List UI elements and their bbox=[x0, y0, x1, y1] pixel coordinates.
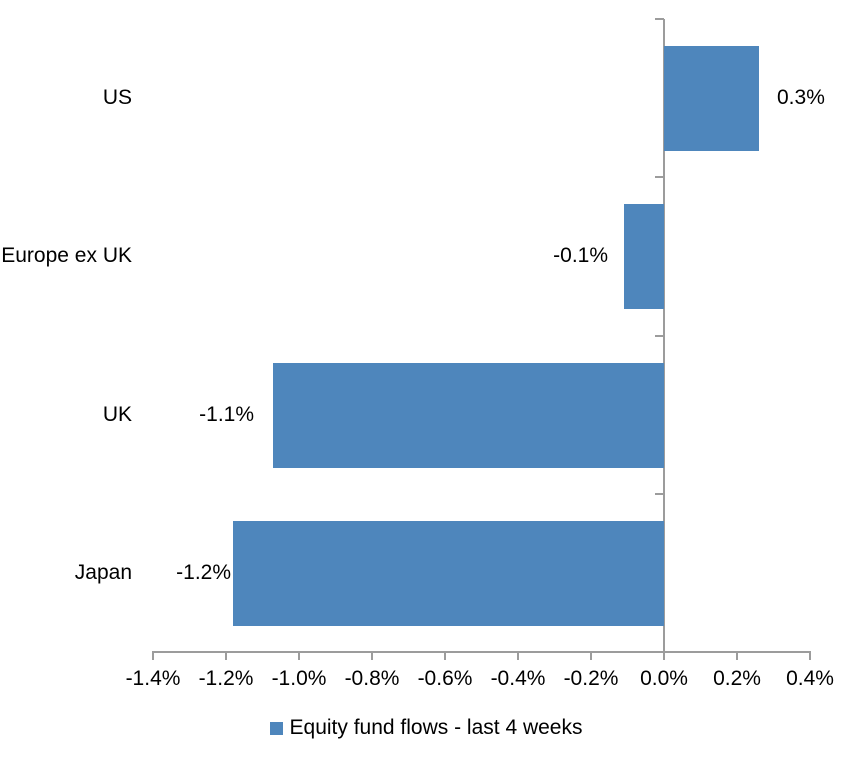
data-label-uk: -1.1% bbox=[199, 403, 254, 426]
x-axis-tick-label: -0.2% bbox=[563, 667, 619, 690]
legend-marker-icon bbox=[269, 721, 283, 735]
x-axis-tick bbox=[152, 651, 154, 660]
x-axis-tick bbox=[590, 651, 592, 660]
category-boundary-tick bbox=[655, 176, 664, 178]
category-label-japan: Japan bbox=[74, 561, 132, 584]
category-label-us: US bbox=[102, 86, 132, 109]
x-axis-tick bbox=[225, 651, 227, 660]
bar-uk bbox=[273, 363, 664, 468]
category-boundary-tick bbox=[655, 335, 664, 337]
x-axis-tick-label: 0.0% bbox=[640, 667, 688, 690]
x-axis-tick-label: -0.6% bbox=[417, 667, 473, 690]
x-axis-tick bbox=[736, 651, 738, 660]
x-axis-tick bbox=[371, 651, 373, 660]
x-axis-line bbox=[152, 651, 811, 653]
x-axis-tick bbox=[298, 651, 300, 660]
x-axis-tick-label: 0.4% bbox=[786, 667, 834, 690]
x-axis-tick-label: -1.0% bbox=[271, 667, 327, 690]
x-axis-tick-label: -1.2% bbox=[198, 667, 254, 690]
x-axis-tick bbox=[809, 651, 811, 660]
x-axis-tick-label: 0.2% bbox=[713, 667, 761, 690]
bar-europe-ex-uk bbox=[624, 204, 664, 309]
data-label-europe-ex-uk: -0.1% bbox=[553, 244, 608, 267]
x-axis-tick bbox=[663, 651, 665, 660]
x-axis-tick bbox=[517, 651, 519, 660]
x-axis-tick-label: -0.4% bbox=[490, 667, 546, 690]
x-axis-tick bbox=[444, 651, 446, 660]
category-label-uk: UK bbox=[102, 403, 132, 426]
data-label-japan: -1.2% bbox=[176, 561, 231, 584]
bar-us bbox=[664, 46, 759, 151]
x-axis-tick-label: -1.4% bbox=[125, 667, 181, 690]
category-boundary-tick bbox=[655, 18, 664, 20]
data-label-us: 0.3% bbox=[777, 86, 825, 109]
legend: Equity fund flows - last 4 weeks bbox=[0, 714, 852, 742]
x-axis-tick-label: -0.8% bbox=[344, 667, 400, 690]
category-boundary-tick bbox=[655, 493, 664, 495]
category-label-europe-ex-uk: Europe ex UK bbox=[1, 244, 132, 267]
bar-japan bbox=[233, 521, 664, 626]
legend-label: Equity fund flows - last 4 weeks bbox=[289, 716, 583, 739]
zero-axis-line bbox=[663, 19, 665, 653]
